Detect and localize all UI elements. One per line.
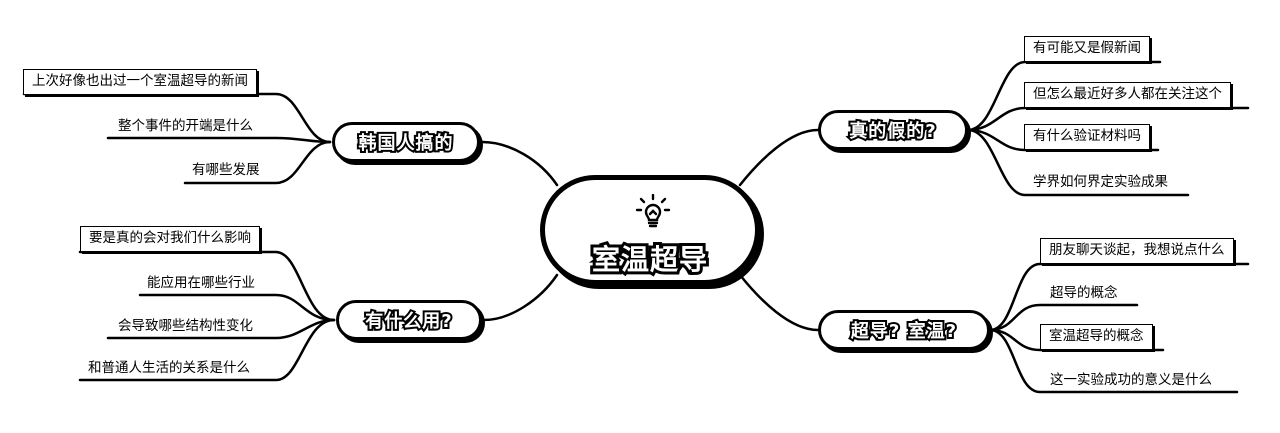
connector-center-use	[482, 273, 559, 322]
leaf-concept-3[interactable]: 这一实验成功的意义是什么	[1050, 372, 1212, 388]
leaf-korea-0[interactable]: 上次好像也出过一个室温超导的新闻	[23, 69, 257, 95]
connector-real-leaf-0	[966, 60, 1162, 132]
leaf-real-1[interactable]: 但怎么最近好多人都在关注这个	[1024, 82, 1231, 108]
branch-real[interactable]: 真的假的?	[818, 110, 968, 150]
leaf-concept-2[interactable]: 室温超导的概念	[1040, 324, 1153, 350]
leaf-use-3[interactable]: 和普通人生活的关系是什么	[88, 360, 250, 376]
connector-center-concept	[738, 273, 820, 332]
connector-use-leaf-1	[138, 293, 336, 322]
branch-korea-label: 韩国人搞的	[357, 131, 455, 156]
connector-korea-leaf-1	[106, 136, 332, 144]
branch-concept[interactable]: 超导? 室温?	[818, 310, 990, 350]
central-topic-title: 室温超导	[589, 240, 710, 279]
lightbulb-icon	[635, 194, 671, 228]
leaf-korea-2[interactable]: 有哪些发展	[192, 162, 260, 178]
connector-center-korea	[480, 140, 559, 187]
connector-real-leaf-3	[966, 128, 1190, 197]
leaf-real-3[interactable]: 学界如何界定实验成果	[1033, 174, 1168, 190]
connector-concept-leaf-1	[988, 303, 1139, 332]
leaf-use-1[interactable]: 能应用在哪些行业	[147, 275, 255, 291]
leaf-real-0[interactable]: 有可能又是假新闻	[1024, 36, 1150, 62]
branch-korea[interactable]: 韩国人搞的	[332, 122, 480, 162]
connector-korea-leaf-2	[183, 140, 332, 185]
leaf-real-2[interactable]: 有什么验证材料吗	[1024, 124, 1150, 150]
branch-use-label: 有什么用?	[363, 309, 453, 334]
connector-use-leaf-3	[78, 318, 336, 382]
connector-use-leaf-0	[78, 250, 336, 322]
branch-use[interactable]: 有什么用?	[336, 300, 482, 340]
connector-concept-leaf-2	[988, 328, 1165, 352]
connector-concept-leaf-3	[988, 328, 1239, 394]
leaf-concept-1[interactable]: 超导的概念	[1050, 285, 1118, 301]
central-topic[interactable]: 室温超导	[540, 175, 760, 285]
branch-real-label: 真的假的?	[847, 119, 937, 144]
connector-center-real	[738, 128, 820, 187]
branch-concept-label: 超导? 室温?	[849, 319, 958, 344]
leaf-concept-0[interactable]: 朋友聊天谈起，我想说点什么	[1040, 238, 1234, 264]
leaf-use-0[interactable]: 要是真的会对我们什么影响	[80, 226, 260, 252]
leaf-korea-1[interactable]: 整个事件的开端是什么	[118, 118, 253, 134]
connector-korea-leaf-0	[22, 92, 332, 144]
connector-concept-leaf-0	[988, 262, 1250, 332]
leaf-use-2[interactable]: 会导致哪些结构性变化	[118, 318, 253, 334]
connector-real-leaf-1	[966, 106, 1250, 132]
